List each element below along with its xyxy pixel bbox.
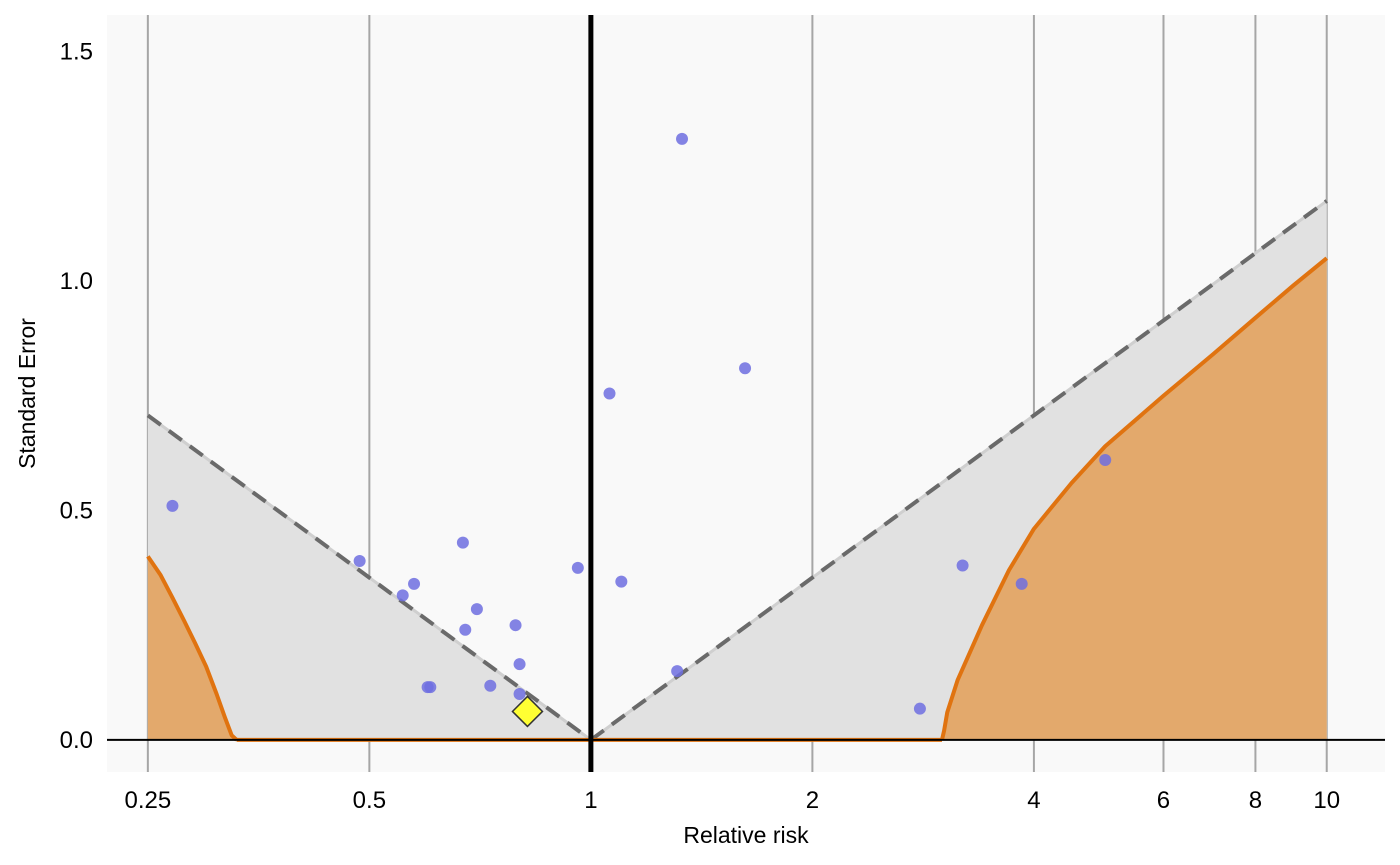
funnel-dashed-right xyxy=(589,199,1328,742)
y-tick-label: 1.5 xyxy=(60,39,93,66)
funnel-dashed-left xyxy=(146,413,593,742)
study-point xyxy=(353,554,366,567)
x-axis-title: Relative risk xyxy=(683,822,809,848)
study-point xyxy=(509,619,522,632)
study-point xyxy=(408,577,421,590)
power-fill-right xyxy=(941,258,1327,740)
study-point xyxy=(513,658,526,671)
study-point xyxy=(456,536,469,549)
study-points xyxy=(166,132,1112,715)
study-point xyxy=(396,589,409,602)
power-region xyxy=(146,256,1329,742)
study-point xyxy=(1015,577,1028,590)
y-axis-title: Standard Error xyxy=(14,318,40,469)
study-point xyxy=(739,362,752,375)
x-tick-label: 10 xyxy=(1313,787,1340,814)
study-point xyxy=(913,702,926,715)
x-tick-label: 0.5 xyxy=(353,787,386,814)
axes xyxy=(107,15,1385,772)
y-tick-label: 0.5 xyxy=(60,497,93,524)
x-tick-label: 8 xyxy=(1249,787,1262,814)
power-fill-left xyxy=(147,556,237,740)
study-point xyxy=(671,665,684,678)
x-tick-label: 4 xyxy=(1027,787,1040,814)
study-point xyxy=(603,387,616,400)
study-point xyxy=(459,623,472,636)
study-point xyxy=(615,575,628,588)
study-point xyxy=(676,132,689,145)
y-tick-labels: 0.0 0.5 1.0 1.5 xyxy=(60,39,93,754)
pooled-estimate-diamond xyxy=(511,695,544,728)
power-curve-right xyxy=(940,256,1329,741)
x-tick-label: 2 xyxy=(806,787,819,814)
study-point xyxy=(1099,454,1112,467)
pooled-estimate xyxy=(511,695,544,728)
study-point xyxy=(484,679,497,692)
study-point xyxy=(956,559,969,572)
study-point xyxy=(571,561,584,574)
x-tick-label: 6 xyxy=(1157,787,1170,814)
x-tick-labels: 0.25 0.5 1 2 4 6 8 10 xyxy=(124,787,1340,814)
study-point xyxy=(424,681,437,694)
x-tick-label: 1 xyxy=(584,787,597,814)
study-point xyxy=(513,688,526,701)
x-tick-label: 0.25 xyxy=(124,787,171,814)
y-tick-label: 1.0 xyxy=(60,268,93,295)
y-tick-label: 0.0 xyxy=(60,727,93,754)
power-curve-left xyxy=(146,555,238,742)
study-point xyxy=(166,499,179,512)
study-point xyxy=(470,603,483,616)
